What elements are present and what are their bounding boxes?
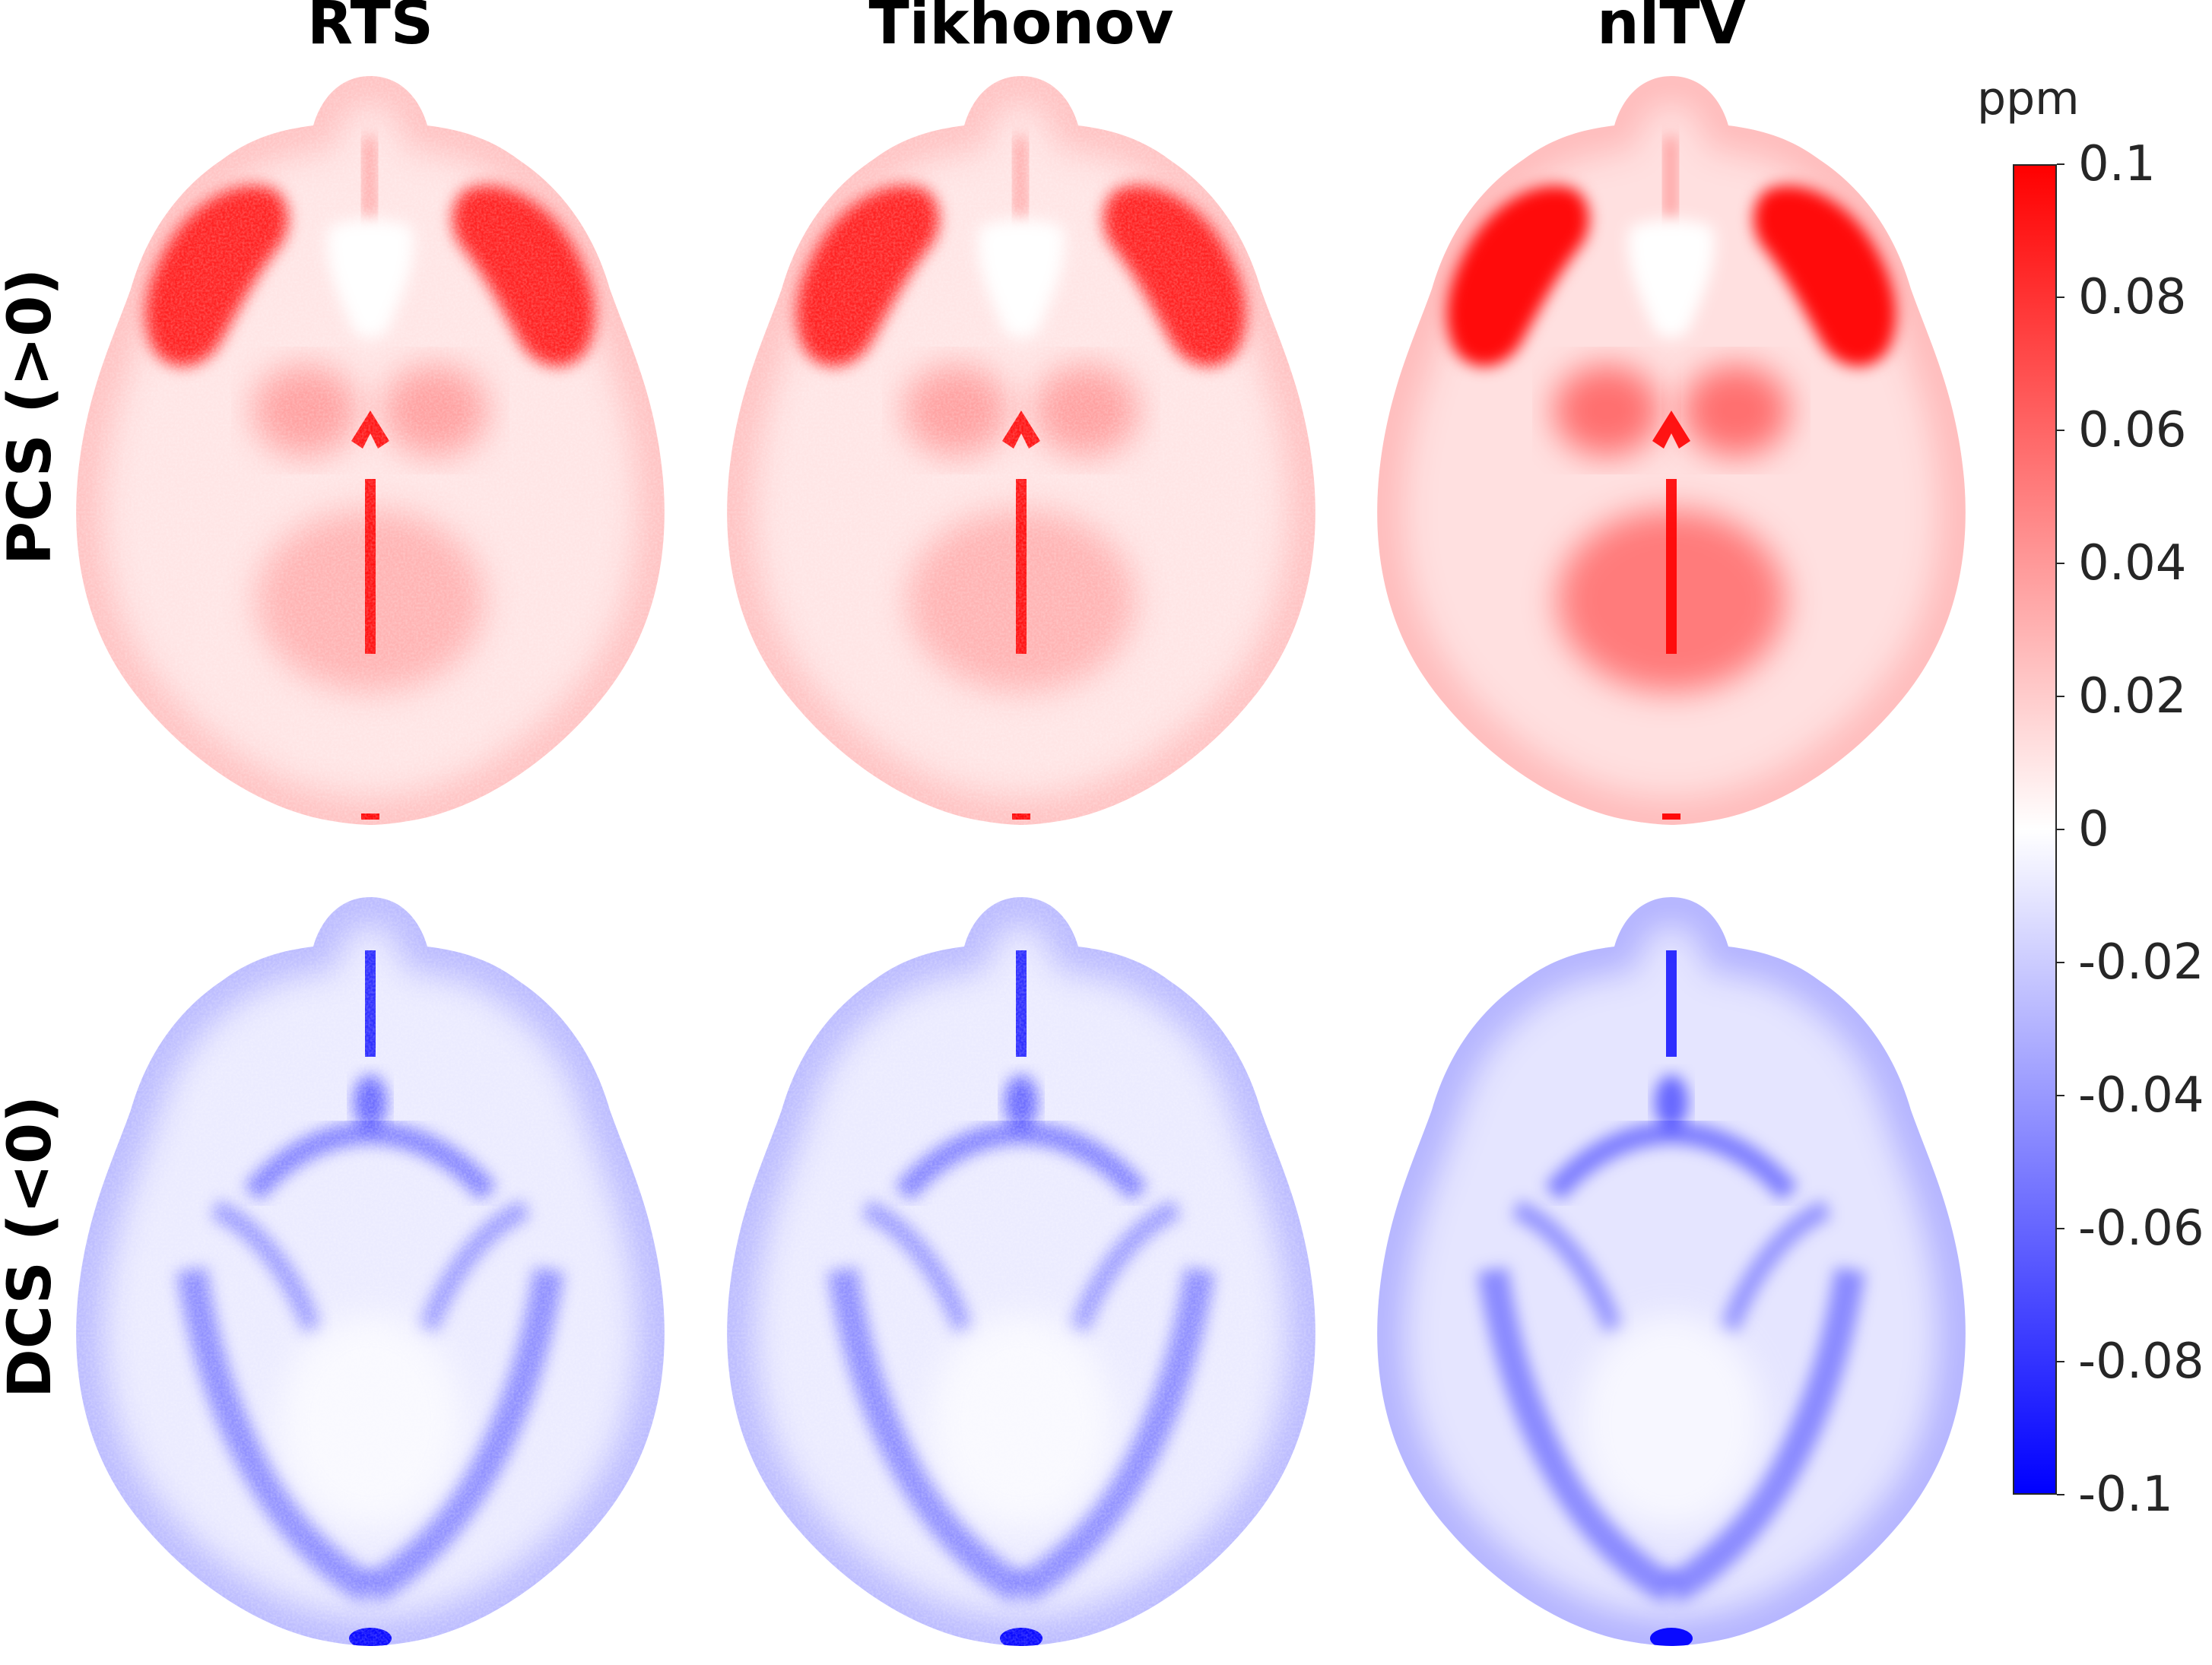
colorbar-tick	[2057, 163, 2064, 165]
row-title-pcs: PCS (>0)	[0, 268, 65, 566]
colorbar-tick	[2057, 430, 2064, 431]
right-thalamus	[1683, 365, 1789, 456]
brain-map-rts-dcs	[62, 874, 678, 1657]
noise-texture	[76, 76, 665, 825]
interior-region	[1580, 1315, 1763, 1528]
brain-map-rts-pcs	[62, 53, 678, 836]
frontal-vessel	[1666, 950, 1677, 1057]
colorbar-tick-label: -0.06	[2078, 1200, 2204, 1257]
noise-texture	[76, 897, 665, 1646]
colorbar-tick-label: 0.08	[2078, 269, 2187, 325]
brain-map-svg	[76, 897, 665, 1646]
brain-map-svg	[1377, 76, 1966, 825]
colorbar	[2013, 164, 2057, 1495]
ventricle	[1627, 219, 1715, 338]
colorbar-tick	[2057, 297, 2064, 298]
column-title-tikhonov: Tikhonov	[868, 0, 1174, 58]
colorbar-tick	[2057, 829, 2064, 830]
pineal-region	[1652, 411, 1690, 449]
colorbar-tick-label: -0.04	[2078, 1067, 2204, 1124]
internal-capsule-band	[1544, 1121, 1798, 1201]
brain-map-nltv-pcs	[1363, 53, 1979, 836]
frontal-vessel	[1665, 137, 1677, 220]
noise-texture	[727, 897, 1315, 1646]
colorbar-tick-label: 0	[2078, 801, 2109, 858]
brain-map-svg	[1377, 897, 1966, 1646]
right-lentiform-nucleus	[1753, 185, 1896, 366]
colorbar-tick	[2057, 696, 2064, 697]
sinus-marker	[1650, 1628, 1693, 1646]
brain-map-content	[1377, 76, 1966, 825]
brain-map-nltv-dcs	[1363, 874, 1979, 1657]
left-optic-radiation	[1477, 1267, 1678, 1603]
colorbar-tick-label: 0.1	[2078, 136, 2156, 192]
colorbar-tick	[2057, 1494, 2064, 1495]
brain-map-content	[727, 897, 1315, 1646]
colorbar-tick	[2057, 563, 2064, 564]
left-fiber-band	[1511, 1199, 1624, 1334]
brain-map-content	[76, 897, 665, 1646]
column-title-nltv: nlTV	[1597, 0, 1746, 58]
brain-tissue	[1377, 897, 1966, 1646]
colorbar-tick-label: -0.1	[2078, 1467, 2173, 1523]
colorbar-tick-label: 0.04	[2078, 535, 2187, 591]
colorbar-tick-label: 0.06	[2078, 402, 2187, 458]
colorbar-tick	[2057, 1228, 2064, 1229]
brain-map-svg	[727, 897, 1315, 1646]
noise-texture	[727, 76, 1315, 825]
right-optic-radiation	[1665, 1267, 1865, 1603]
colorbar-tick	[2057, 1361, 2064, 1362]
brain-map-svg	[727, 76, 1315, 825]
column-title-rts: RTS	[307, 0, 433, 58]
sinus-marker	[1662, 813, 1680, 820]
colorbar-tick-label: -0.02	[2078, 934, 2204, 991]
brain-map-tikhonov-dcs	[713, 874, 1329, 1657]
colorbar-tick	[2057, 1095, 2064, 1096]
brain-map-svg	[76, 76, 665, 825]
colorbar-unit-label: ppm	[1977, 72, 2080, 125]
brain-map-content	[76, 76, 665, 825]
midline-vessel	[1666, 479, 1677, 654]
brain-map-content	[1377, 897, 1966, 1646]
right-fiber-band	[1719, 1199, 1832, 1334]
brain-map-content	[727, 76, 1315, 825]
midline-structure	[1655, 1075, 1688, 1130]
row-title-dcs: DCS (<0)	[0, 1096, 65, 1398]
colorbar-tick	[2057, 962, 2064, 963]
colorbar-tick-label: -0.08	[2078, 1334, 2204, 1390]
left-thalamus	[1553, 365, 1660, 456]
left-lentiform-nucleus	[1446, 185, 1589, 366]
colorbar-tick-label: 0.02	[2078, 668, 2187, 725]
brain-map-tikhonov-pcs	[713, 53, 1329, 836]
